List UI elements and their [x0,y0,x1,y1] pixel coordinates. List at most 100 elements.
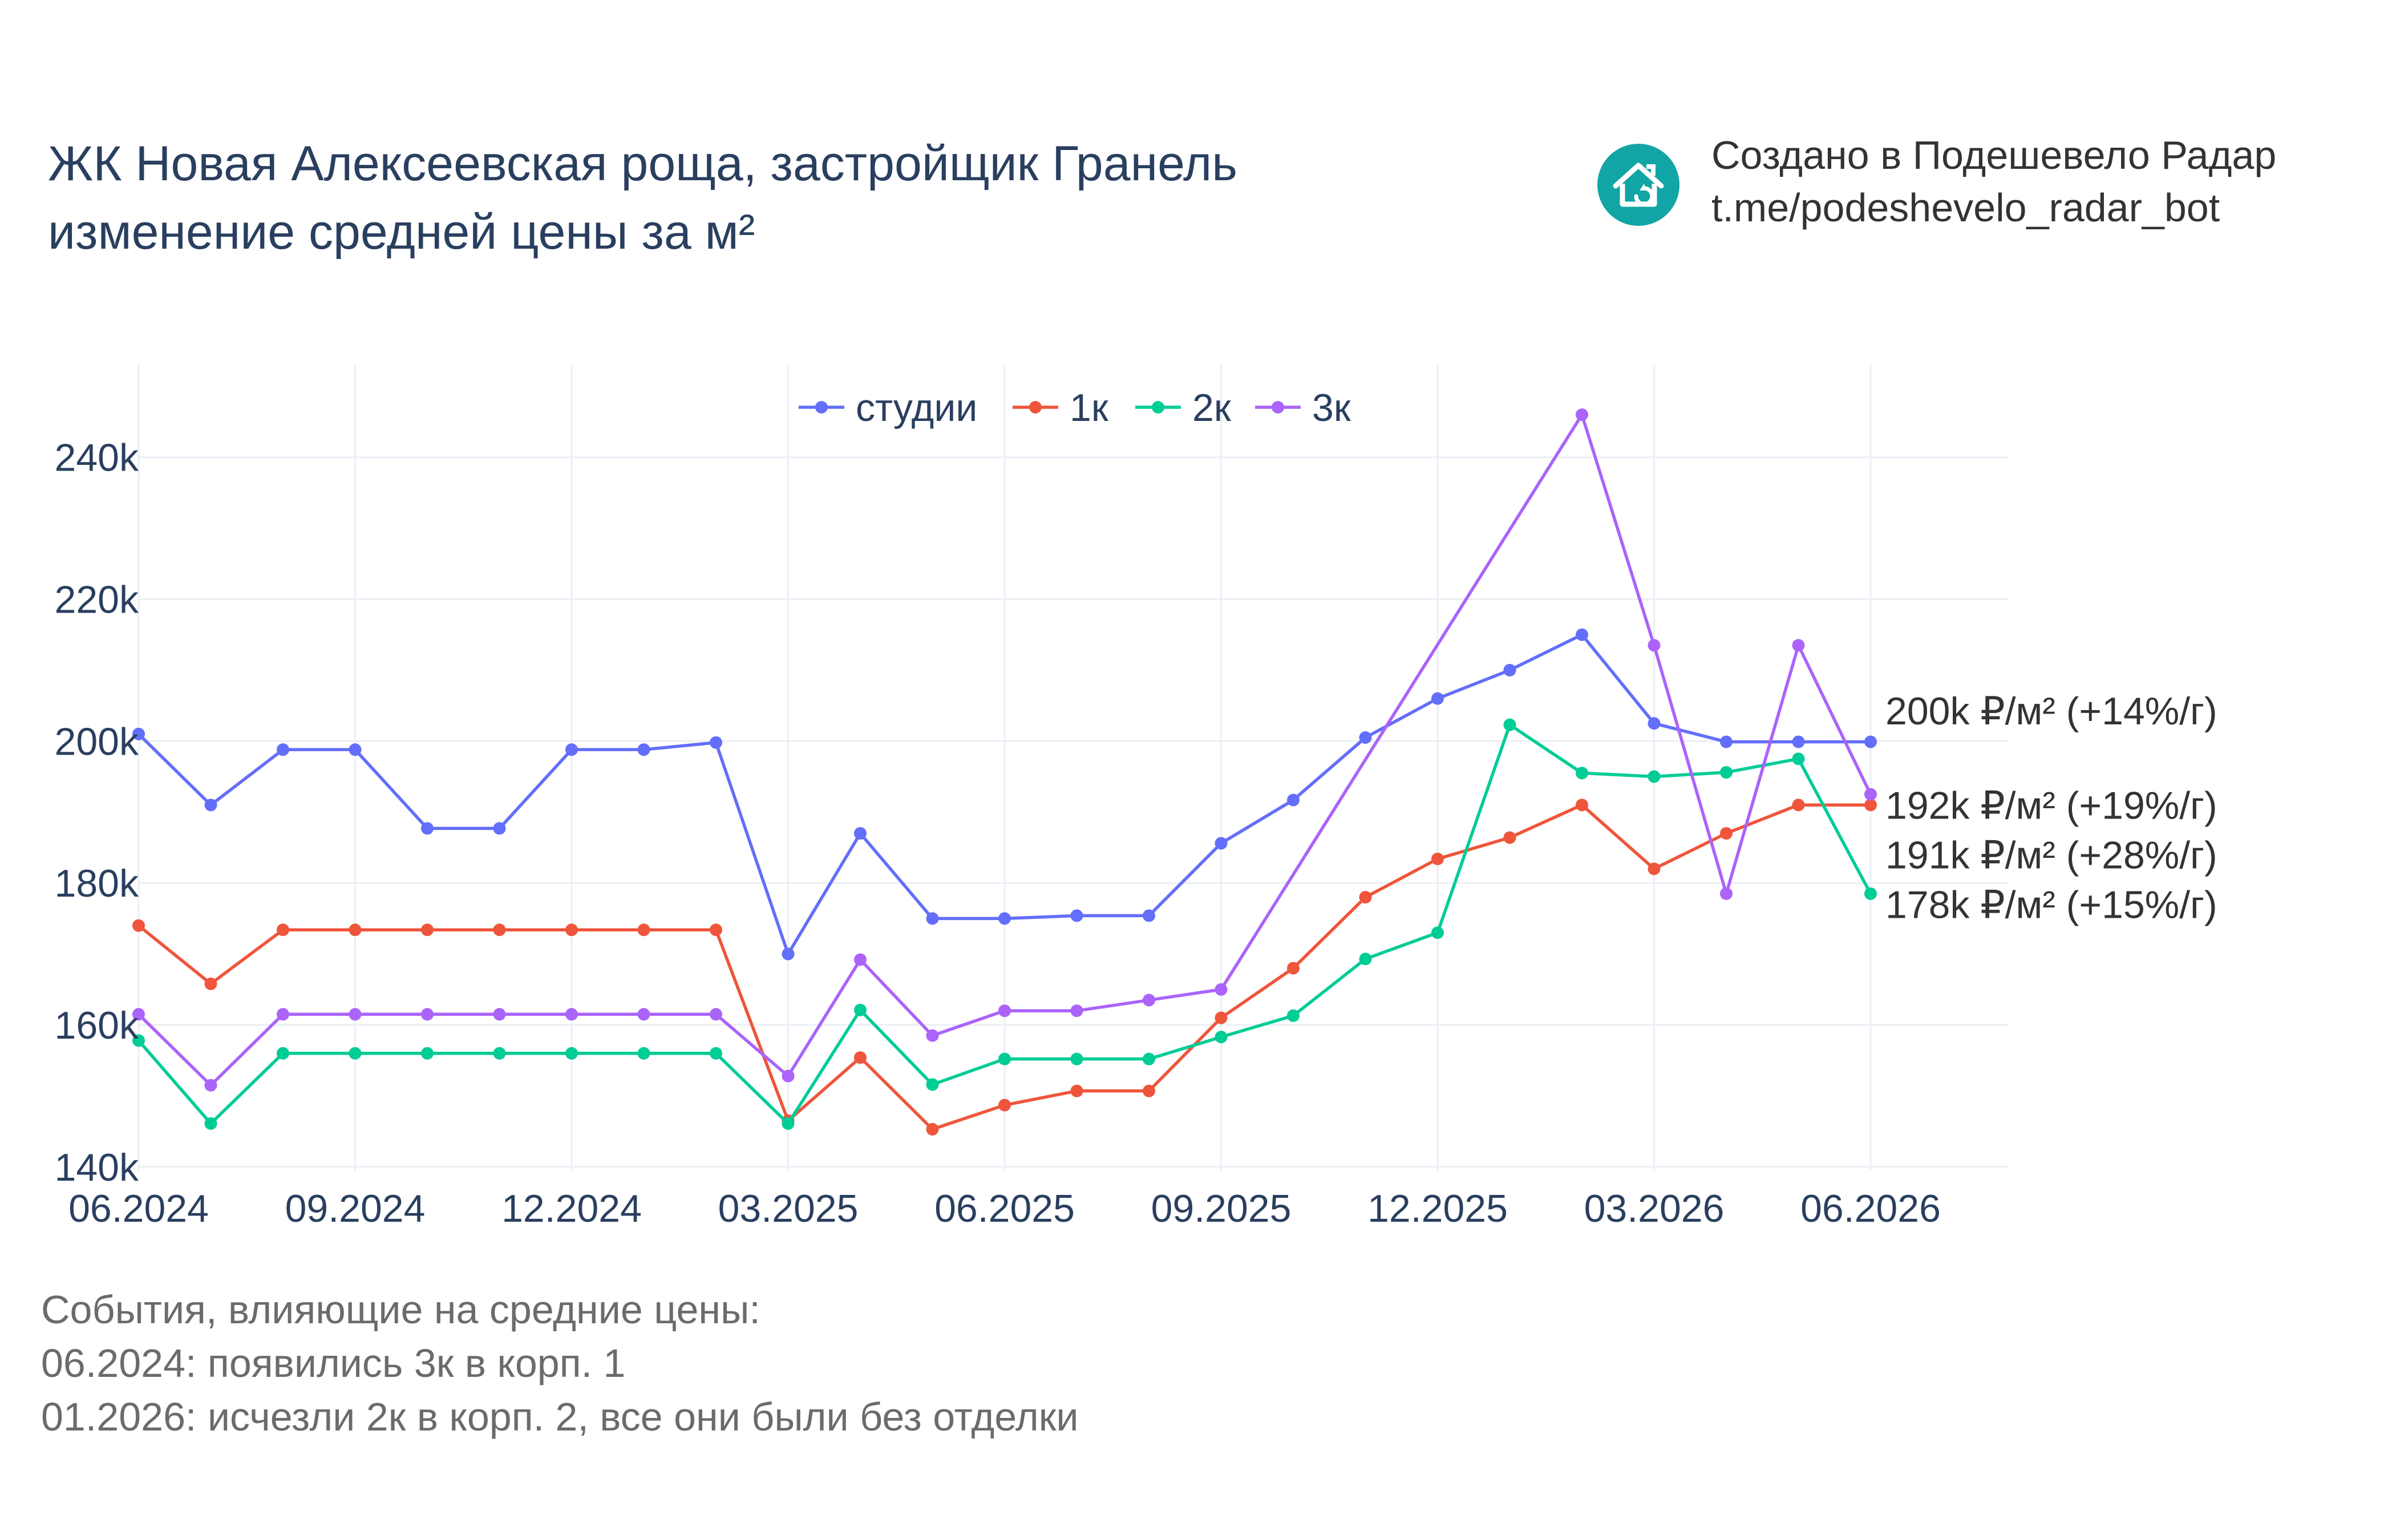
data-point[interactable] [1359,953,1372,966]
data-point[interactable] [1576,799,1588,812]
data-point[interactable] [1143,994,1155,1007]
data-point[interactable] [998,1099,1011,1112]
data-point[interactable] [565,923,578,937]
data-point[interactable] [1720,766,1733,779]
data-point[interactable] [204,1079,217,1092]
data-point[interactable] [132,1008,145,1021]
data-point[interactable] [349,743,362,756]
data-point[interactable] [1143,1084,1155,1097]
data-point[interactable] [1792,799,1805,812]
data-point[interactable] [204,799,217,812]
data-point[interactable] [1215,983,1228,996]
data-point[interactable] [1503,718,1516,731]
data-point[interactable] [1720,735,1733,748]
data-point[interactable] [1648,862,1661,876]
data-point[interactable] [565,1047,578,1060]
data-point[interactable] [1503,663,1516,676]
data-point[interactable] [1215,1031,1228,1044]
data-point[interactable] [1431,852,1444,865]
data-point[interactable] [132,919,145,932]
data-point[interactable] [637,743,650,756]
data-point[interactable] [1287,1009,1300,1022]
data-point[interactable] [854,953,867,966]
legend-item-2[interactable]: 2к [1135,386,1232,429]
data-point[interactable] [1431,926,1444,939]
data-point[interactable] [493,1047,506,1060]
data-point[interactable] [349,923,362,937]
data-point[interactable] [277,1047,289,1060]
data-point[interactable] [710,1008,722,1021]
data-point[interactable] [998,1004,1011,1018]
data-point[interactable] [277,923,289,937]
data-point[interactable] [637,923,650,937]
data-point[interactable] [1070,1084,1083,1097]
data-point[interactable] [926,1078,939,1091]
data-point[interactable] [1431,692,1444,705]
data-point[interactable] [782,947,795,961]
data-point[interactable] [493,822,506,835]
data-point[interactable] [277,1008,289,1021]
data-point[interactable] [926,1029,939,1042]
data-point[interactable] [1720,887,1733,900]
data-point[interactable] [998,912,1011,925]
data-point[interactable] [1864,735,1877,748]
data-point[interactable] [349,1008,362,1021]
data-point[interactable] [1648,717,1661,730]
data-point[interactable] [1215,1011,1228,1024]
data-point[interactable] [421,1008,434,1021]
legend-item-0[interactable]: студии [799,386,977,429]
data-point[interactable] [421,923,434,937]
data-point[interactable] [204,977,217,990]
data-point[interactable] [926,912,939,925]
data-point[interactable] [710,1047,722,1060]
legend-item-3[interactable]: 3к [1255,386,1351,429]
data-point[interactable] [1792,752,1805,765]
data-point[interactable] [854,1003,867,1016]
data-point[interactable] [1720,827,1733,840]
data-point[interactable] [998,1052,1011,1065]
data-point[interactable] [1648,770,1661,783]
data-point[interactable] [1576,408,1588,422]
data-point[interactable] [1287,793,1300,807]
data-point[interactable] [1359,891,1372,904]
data-point[interactable] [493,1008,506,1021]
data-point[interactable] [132,727,145,740]
data-point[interactable] [1864,788,1877,801]
data-point[interactable] [1576,628,1588,641]
data-point[interactable] [1359,731,1372,744]
data-point[interactable] [1648,639,1661,652]
data-point[interactable] [1792,735,1805,748]
data-point[interactable] [349,1047,362,1060]
data-point[interactable] [854,827,867,840]
legend[interactable]: студии 1к 2к 3к [799,386,1351,429]
data-point[interactable] [1070,1004,1083,1018]
data-point[interactable] [1143,1052,1155,1065]
data-point[interactable] [782,1117,795,1130]
data-point[interactable] [421,822,434,835]
data-point[interactable] [1215,837,1228,850]
data-point[interactable] [1864,887,1877,900]
data-point[interactable] [710,923,722,937]
data-point[interactable] [782,1069,795,1083]
data-point[interactable] [132,1034,145,1047]
data-point[interactable] [493,923,506,937]
data-point[interactable] [1070,909,1083,922]
data-point[interactable] [421,1047,434,1060]
data-point[interactable] [1070,1052,1083,1065]
data-point[interactable] [1792,639,1805,652]
data-point[interactable] [854,1051,867,1064]
data-point[interactable] [637,1008,650,1021]
data-point[interactable] [565,743,578,756]
data-point[interactable] [1143,909,1155,922]
data-point[interactable] [710,736,722,749]
data-point[interactable] [637,1047,650,1060]
data-point[interactable] [1503,831,1516,844]
data-point[interactable] [1576,767,1588,780]
data-point[interactable] [277,743,289,756]
data-point[interactable] [1864,799,1877,812]
data-point[interactable] [1287,962,1300,975]
data-point[interactable] [204,1117,217,1130]
data-point[interactable] [926,1122,939,1136]
credit-link[interactable]: t.me/podeshevelo_radar_bot [1711,185,2220,230]
data-point[interactable] [565,1008,578,1021]
